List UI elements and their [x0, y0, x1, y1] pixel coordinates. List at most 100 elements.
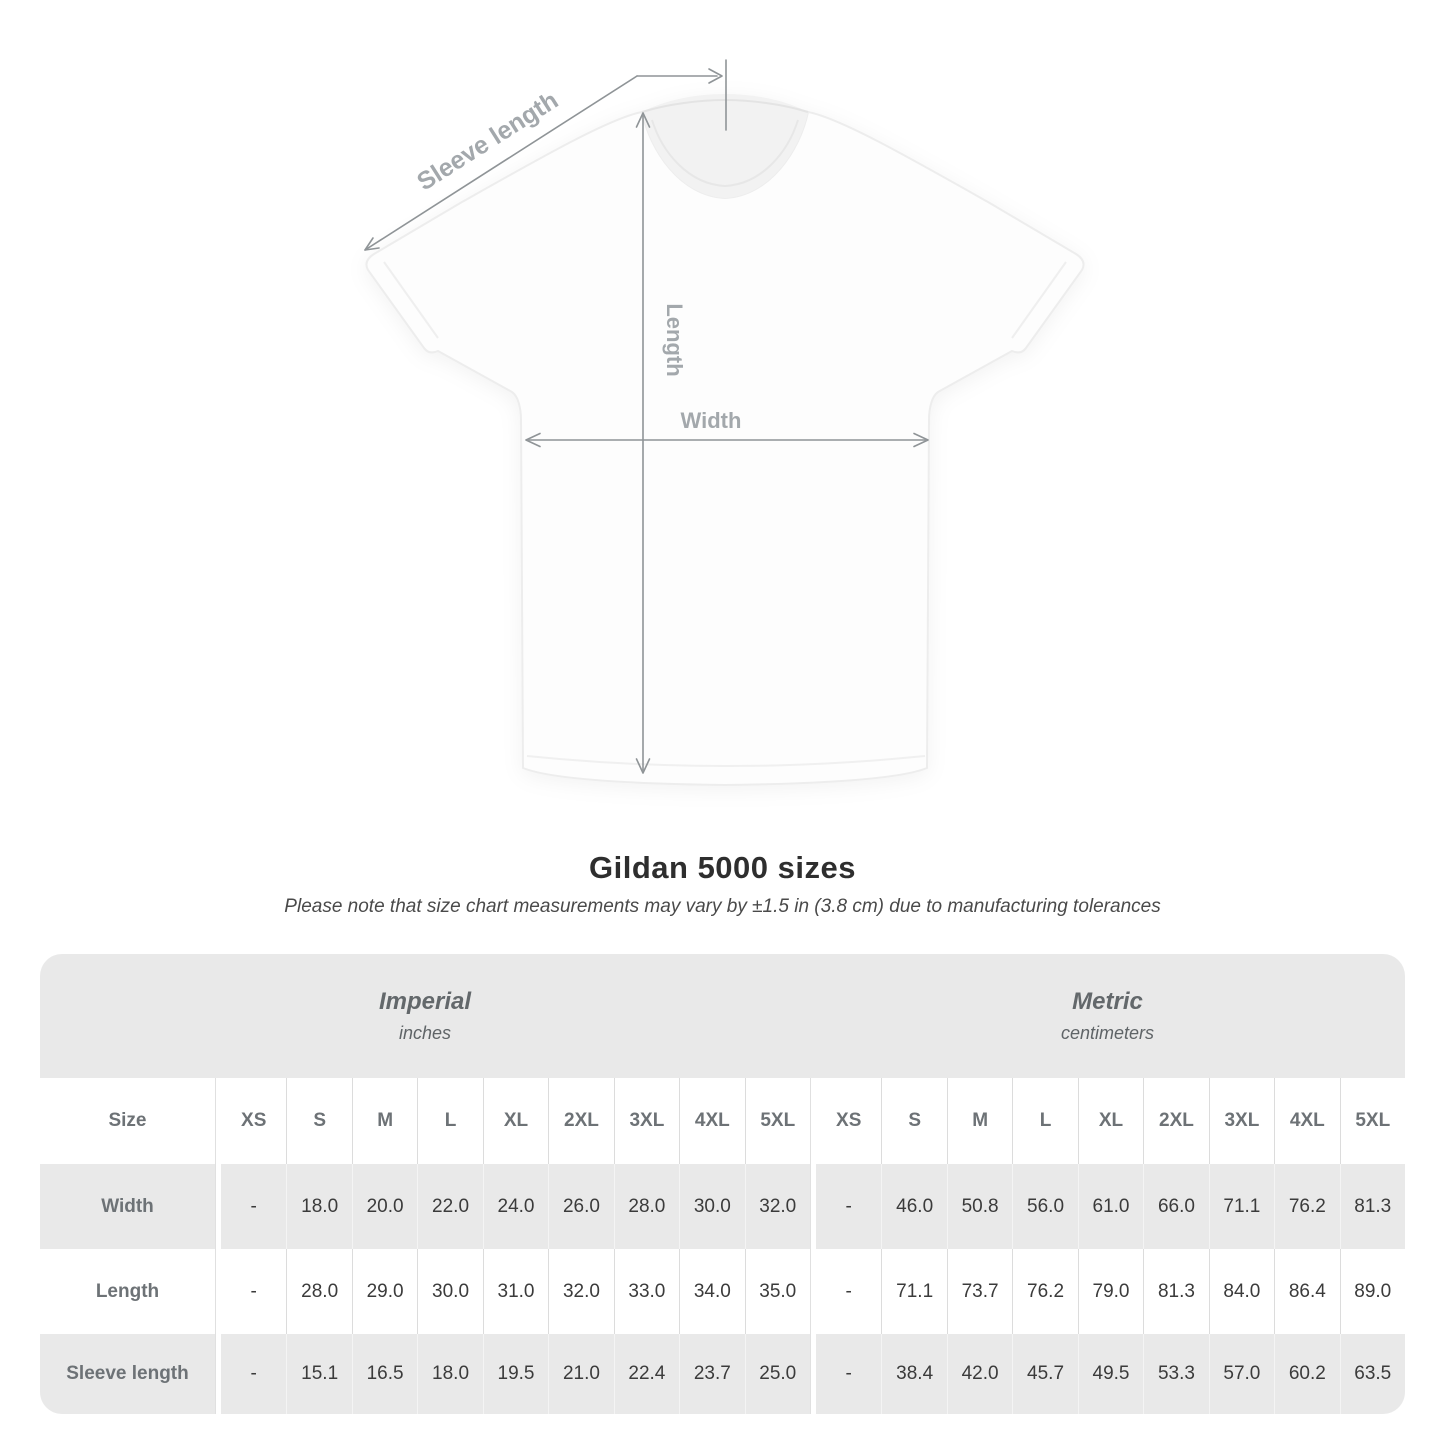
- value-cell: -: [815, 1334, 882, 1414]
- page-title: Gildan 5000 sizes: [589, 850, 856, 885]
- size-header-cell: L: [1012, 1078, 1078, 1164]
- value-cell: 71.1: [881, 1249, 947, 1334]
- size-header-cell: XS: [221, 1078, 287, 1164]
- size-column-header: Size: [40, 1078, 215, 1164]
- value-cell: 56.0: [1012, 1164, 1078, 1249]
- size-header-cell: M: [351, 1078, 418, 1164]
- value-cell: 34.0: [679, 1249, 745, 1334]
- width-label: Width: [681, 408, 742, 433]
- value-cell: 31.0: [482, 1249, 549, 1334]
- section-spacer: [215, 1078, 221, 1164]
- imperial-section-header: Imperial inches: [40, 954, 810, 1078]
- value-cell: 22.0: [417, 1164, 483, 1249]
- hem-seam: [526, 755, 926, 767]
- value-cell: 26.0: [548, 1164, 614, 1249]
- size-header-cell: XL: [482, 1078, 549, 1164]
- collar-back-line: [641, 98, 809, 113]
- value-cell: 18.0: [417, 1334, 483, 1414]
- size-header-cell: 2XL: [548, 1078, 614, 1164]
- size-header-cell: 5XL: [1339, 1078, 1405, 1164]
- imperial-section-unit: inches: [398, 1023, 451, 1043]
- value-cell: 79.0: [1077, 1249, 1144, 1334]
- value-cell: 73.7: [946, 1249, 1013, 1334]
- value-cell: -: [221, 1164, 287, 1249]
- value-cell: 21.0: [548, 1334, 614, 1414]
- value-cell: -: [815, 1249, 882, 1334]
- value-cell: 49.5: [1077, 1334, 1144, 1414]
- section-spacer: [809, 1334, 816, 1414]
- value-cell: 66.0: [1143, 1164, 1209, 1249]
- size-header-cell: 4XL: [1274, 1078, 1340, 1164]
- length-arrow: [635, 112, 651, 774]
- value-cell: 33.0: [613, 1249, 680, 1334]
- value-cell: -: [221, 1334, 287, 1414]
- size-header-cell: S: [881, 1078, 947, 1164]
- value-cell: 18.0: [286, 1164, 352, 1249]
- value-cell: 38.4: [881, 1334, 947, 1414]
- value-cell: 60.2: [1274, 1334, 1340, 1414]
- value-cell: 16.5: [351, 1334, 418, 1414]
- size-header-cell: 5XL: [744, 1078, 810, 1164]
- value-cell: 29.0: [351, 1249, 418, 1334]
- value-cell: 30.0: [417, 1249, 483, 1334]
- length-label: Length: [662, 303, 687, 376]
- size-header-cell: 4XL: [679, 1078, 745, 1164]
- value-cell: 32.0: [744, 1164, 810, 1249]
- value-cell: 42.0: [946, 1334, 1013, 1414]
- section-spacer: [215, 1164, 221, 1249]
- collar-opening: [642, 94, 808, 198]
- size-header-cell: 3XL: [613, 1078, 680, 1164]
- size-header-cell: XS: [815, 1078, 882, 1164]
- tolerance-note: Please note that size chart measurements…: [284, 896, 1161, 917]
- size-header-cell: XL: [1077, 1078, 1144, 1164]
- value-cell: 50.8: [946, 1164, 1013, 1249]
- sleeve-seam-left: [383, 261, 439, 339]
- value-cell: 76.2: [1274, 1164, 1340, 1249]
- value-cell: 46.0: [881, 1164, 947, 1249]
- value-cell: 61.0: [1077, 1164, 1144, 1249]
- value-cell: 35.0: [744, 1249, 810, 1334]
- value-cell: 84.0: [1208, 1249, 1275, 1334]
- size-header-cell: M: [946, 1078, 1013, 1164]
- tshirt-diagram-svg: Sleeve length Length Width: [364, 59, 1085, 787]
- row-label: Sleeve length: [40, 1334, 215, 1414]
- value-cell: 89.0: [1339, 1249, 1405, 1334]
- value-cell: 28.0: [286, 1249, 352, 1334]
- sleeve-length-arrow: [364, 59, 727, 251]
- metric-section-unit: centimeters: [1060, 1023, 1154, 1043]
- row-label: Length: [40, 1249, 215, 1334]
- value-cell: 81.3: [1339, 1164, 1405, 1249]
- value-cell: -: [815, 1164, 882, 1249]
- size-chart-table: Imperial inches Metric centimeters Size X…: [40, 954, 1405, 1414]
- section-spacer: [215, 1249, 221, 1334]
- value-cell: 19.5: [482, 1334, 549, 1414]
- value-cell: -: [221, 1249, 287, 1334]
- value-cell: 28.0: [613, 1164, 680, 1249]
- value-cell: 25.0: [744, 1334, 810, 1414]
- tshirt-measurement-diagram: Sleeve length Length Width: [364, 59, 1085, 787]
- value-cell: 45.7: [1012, 1334, 1078, 1414]
- value-cell: 53.3: [1143, 1334, 1209, 1414]
- value-cell: 15.1: [286, 1334, 352, 1414]
- size-grid: Imperial inches Metric centimeters Size X…: [40, 954, 1405, 1414]
- section-spacer: [809, 1164, 816, 1249]
- heading-block: Gildan 5000 sizes Please note that size …: [0, 850, 1445, 918]
- size-header-cell: L: [417, 1078, 483, 1164]
- metric-section-title: Metric: [1072, 988, 1143, 1015]
- imperial-section-title: Imperial: [378, 988, 472, 1015]
- section-spacer: [215, 1334, 221, 1414]
- value-cell: 24.0: [482, 1164, 549, 1249]
- width-arrow: [525, 432, 929, 448]
- value-cell: 20.0: [351, 1164, 418, 1249]
- section-spacer: [809, 1249, 816, 1334]
- value-cell: 71.1: [1208, 1164, 1275, 1249]
- value-cell: 23.7: [679, 1334, 745, 1414]
- size-header-cell: 2XL: [1143, 1078, 1209, 1164]
- value-cell: 63.5: [1339, 1334, 1405, 1414]
- value-cell: 22.4: [613, 1334, 680, 1414]
- section-spacer: [809, 1078, 816, 1164]
- metric-section-header: Metric centimeters: [809, 954, 1405, 1078]
- value-cell: 32.0: [548, 1249, 614, 1334]
- sleeve-seam-right: [1011, 261, 1067, 339]
- size-header-cell: 3XL: [1208, 1078, 1275, 1164]
